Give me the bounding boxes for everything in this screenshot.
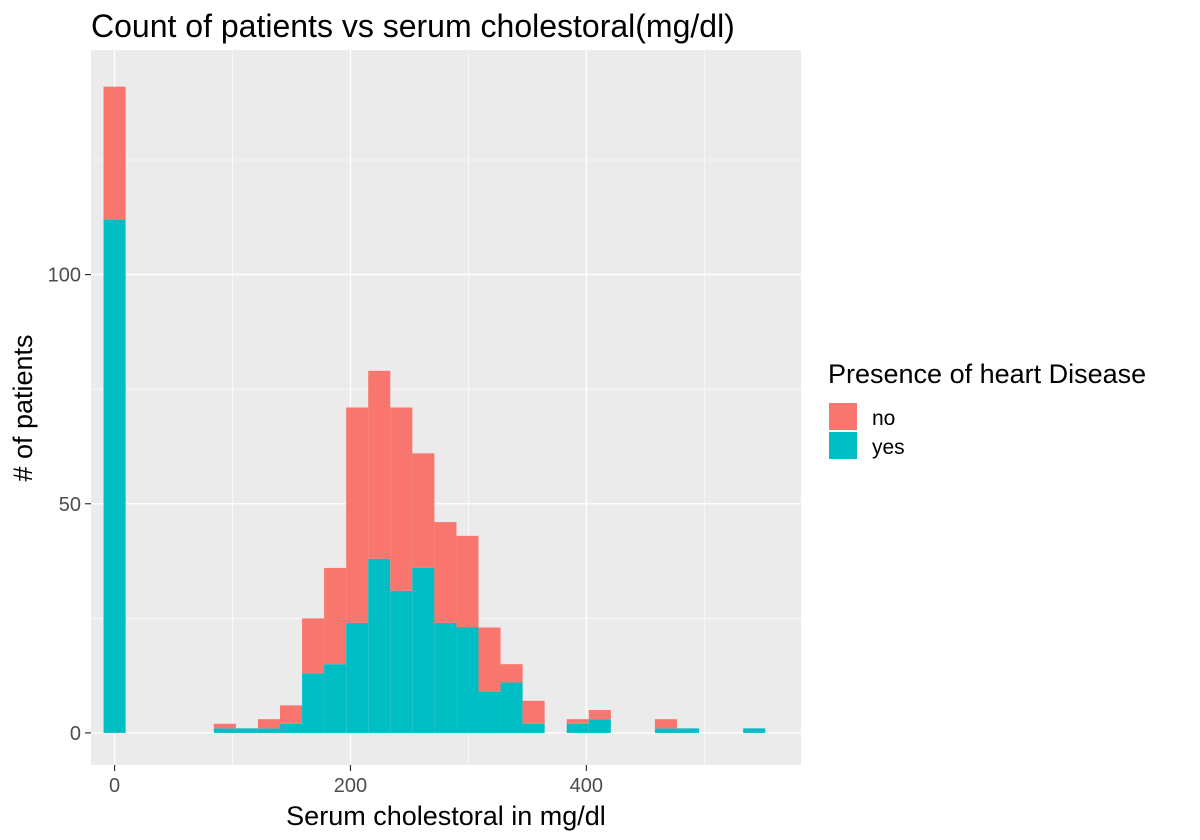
bar-no-14	[500, 664, 523, 683]
bar-no-15	[522, 700, 545, 724]
bar-yes-2	[235, 728, 258, 733]
bar-no-8	[368, 370, 391, 559]
bar-no-12	[456, 535, 479, 628]
bar-no-9	[390, 407, 413, 591]
y-axis-title: # of patients	[8, 334, 38, 481]
bar-yes-5	[302, 673, 325, 733]
bar-no-6	[324, 567, 347, 665]
legend-key-no	[829, 403, 857, 430]
bar-yes-16	[566, 723, 589, 733]
bar-yes-15	[522, 723, 545, 733]
legend-key-yes	[829, 432, 857, 459]
legend-title: Presence of heart Disease	[828, 359, 1146, 389]
legend-label-yes: yes	[872, 436, 905, 459]
x-tick-label: 0	[109, 775, 120, 797]
chart-title: Count of patients vs serum cholestoral(m…	[91, 8, 735, 44]
y-axis-ticks: 0 50 100	[48, 265, 91, 745]
bar-yes-1	[213, 728, 236, 733]
bar-yes-3	[257, 728, 280, 733]
bar-yes-14	[500, 682, 523, 733]
bar-no-10	[412, 453, 435, 568]
bar-no-13	[478, 627, 501, 692]
legend: Presence of heart Disease no yes	[828, 359, 1146, 459]
bar-yes-13	[478, 691, 501, 733]
y-tick-label: 100	[48, 265, 81, 287]
legend-label-no: no	[872, 407, 895, 430]
bar-yes-7	[346, 622, 369, 733]
bar-yes-4	[279, 723, 303, 733]
bar-no-18	[654, 719, 677, 729]
y-tick-label: 0	[70, 723, 81, 745]
bar-yes-17	[588, 719, 611, 733]
x-axis-title: Serum cholestoral in mg/dl	[286, 801, 606, 831]
bar-no-1	[213, 723, 236, 729]
bar-yes-20	[743, 728, 766, 733]
bar-yes-18	[654, 728, 677, 733]
bar-yes-12	[456, 627, 479, 733]
bar-yes-10	[412, 567, 435, 733]
bar-no-3	[257, 719, 280, 729]
bars	[103, 86, 766, 733]
bar-no-5	[302, 618, 325, 674]
bar-no-4	[279, 705, 303, 724]
bar-no-11	[434, 522, 457, 623]
bar-yes-9	[390, 590, 413, 733]
bar-yes-11	[434, 622, 457, 733]
bar-no-17	[588, 710, 611, 720]
bar-no-7	[346, 407, 369, 623]
x-tick-label: 400	[570, 775, 603, 797]
bar-no-16	[566, 719, 589, 724]
bar-yes-6	[324, 664, 347, 733]
bar-yes-19	[676, 728, 700, 733]
bar-yes-8	[368, 558, 391, 733]
bar-no-0	[103, 86, 126, 220]
x-tick-label: 200	[334, 775, 367, 797]
bar-yes-0	[103, 219, 126, 733]
x-axis-ticks: 0 200 400	[109, 765, 603, 797]
y-tick-label: 50	[59, 494, 81, 516]
